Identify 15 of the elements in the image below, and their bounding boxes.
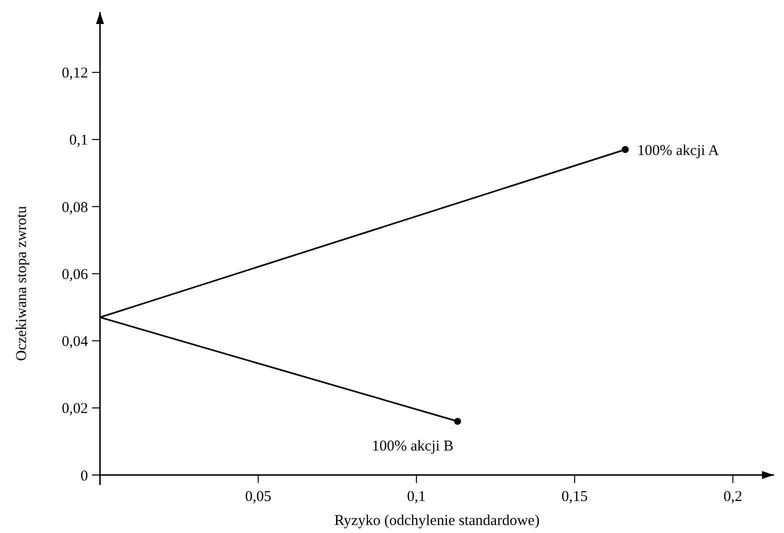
x-tick-label: 0,05 [245, 489, 272, 505]
x-tick-label: 0,15 [562, 489, 588, 505]
x-tick-label: 0,1 [407, 489, 426, 505]
x-axis-title: Ryzyko (odchylenie standardowe) [334, 513, 540, 529]
y-tick-label: 0,06 [62, 266, 88, 283]
y-tick-label: 0,12 [62, 66, 88, 82]
x-tick-label: 0,2 [723, 489, 742, 505]
y-axis-title: Oczekiwana stopa zwrotu [14, 206, 30, 361]
y-tick-label: 0,08 [62, 200, 88, 216]
y-tick-label: 0,02 [62, 401, 88, 418]
y-tick-label: 0,1 [69, 132, 88, 149]
annotation: 100% akcji B [372, 438, 454, 455]
annotation: 100% akcji A [637, 142, 720, 159]
y-tick-label: 0,04 [62, 334, 88, 350]
y-tick-label: 0 [80, 468, 88, 484]
